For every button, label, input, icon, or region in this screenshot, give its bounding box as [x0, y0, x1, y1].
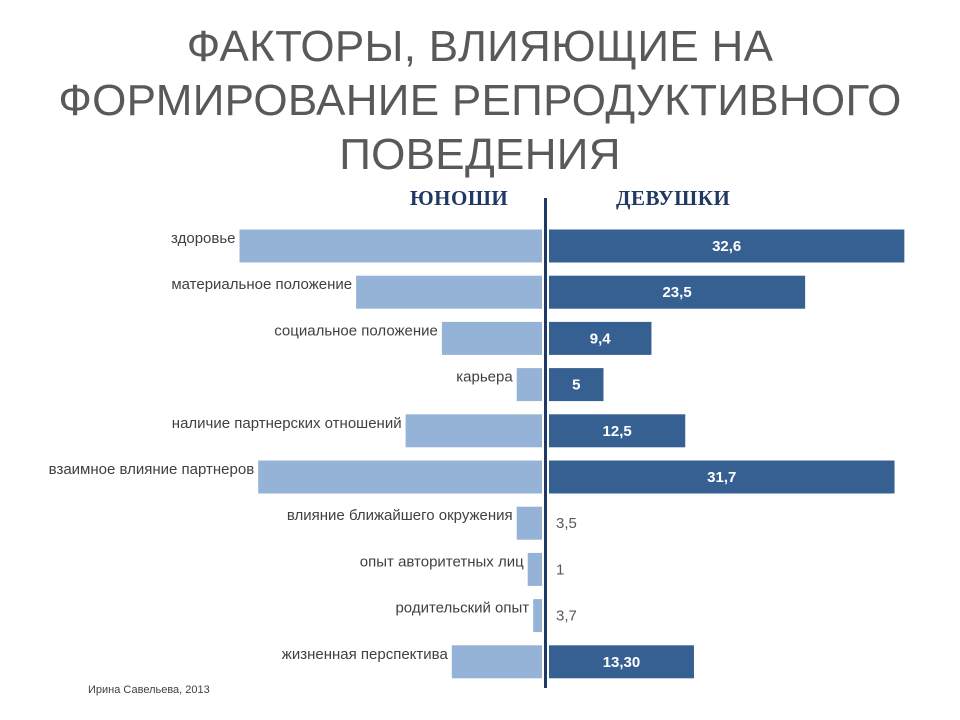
- category-label-1: материальное положение: [171, 276, 352, 293]
- category-label-9: жизненная перспектива: [282, 646, 449, 663]
- right-series-label: ДЕВУШКИ: [616, 186, 731, 210]
- category-label-2: социальное положение: [274, 322, 438, 339]
- bar-left-4: [405, 414, 542, 448]
- bar-right-0: [549, 229, 905, 263]
- bar-left-7: [527, 552, 542, 586]
- bar-right-1: [549, 275, 806, 309]
- value-label-1: 23,5: [662, 284, 691, 301]
- bar-right-9: [549, 645, 694, 679]
- category-label-8: родительский опыт: [395, 600, 529, 617]
- bar-left-1: [356, 275, 542, 309]
- bar-right-4: [549, 414, 686, 448]
- value-label-2: 9,4: [590, 330, 612, 347]
- left-series-label: ЮНОШИ: [410, 186, 509, 210]
- value-label-7: 1: [556, 561, 564, 578]
- category-label-7: опыт авторитетных лиц: [360, 553, 524, 570]
- value-label-3: 5: [572, 377, 580, 394]
- bar-left-0: [239, 229, 542, 263]
- title-line-2: ФОРМИРОВАНИЕ РЕПРОДУКТИВНОГО: [58, 76, 902, 125]
- title-line-1: ФАКТОРЫ, ВЛИЯЮЩИЕ НА: [186, 22, 774, 71]
- category-label-0: здоровье: [171, 230, 235, 247]
- value-label-5: 31,7: [707, 469, 736, 486]
- bar-right-2: [549, 321, 652, 355]
- category-label-6: влияние ближайшего окружения: [287, 507, 513, 524]
- credit-text: Ирина Савельева, 2013: [88, 684, 210, 696]
- bar-left-8: [533, 599, 542, 633]
- category-label-3: карьера: [456, 369, 513, 386]
- category-label-4: наличие партнерских отношений: [172, 415, 402, 432]
- value-label-9: 13,30: [603, 654, 641, 671]
- value-label-4: 12,5: [603, 423, 632, 440]
- bar-left-9: [451, 645, 542, 679]
- bar-left-6: [516, 506, 542, 540]
- bar-left-5: [258, 460, 542, 494]
- bar-left-3: [516, 368, 542, 402]
- bar-right-3: [549, 368, 604, 402]
- value-label-0: 32,6: [712, 238, 741, 255]
- bar-left-2: [441, 321, 542, 355]
- chart-title: ФАКТОРЫ, ВЛИЯЮЩИЕ НА ФОРМИРОВАНИЕ РЕПРОД…: [0, 20, 960, 182]
- bar-right-5: [549, 460, 895, 494]
- value-label-8: 3,7: [556, 608, 577, 625]
- title-line-3: ПОВЕДЕНИЯ: [339, 130, 621, 179]
- value-label-6: 3,5: [556, 515, 577, 532]
- category-label-5: взаимное влияние партнеров: [49, 461, 255, 478]
